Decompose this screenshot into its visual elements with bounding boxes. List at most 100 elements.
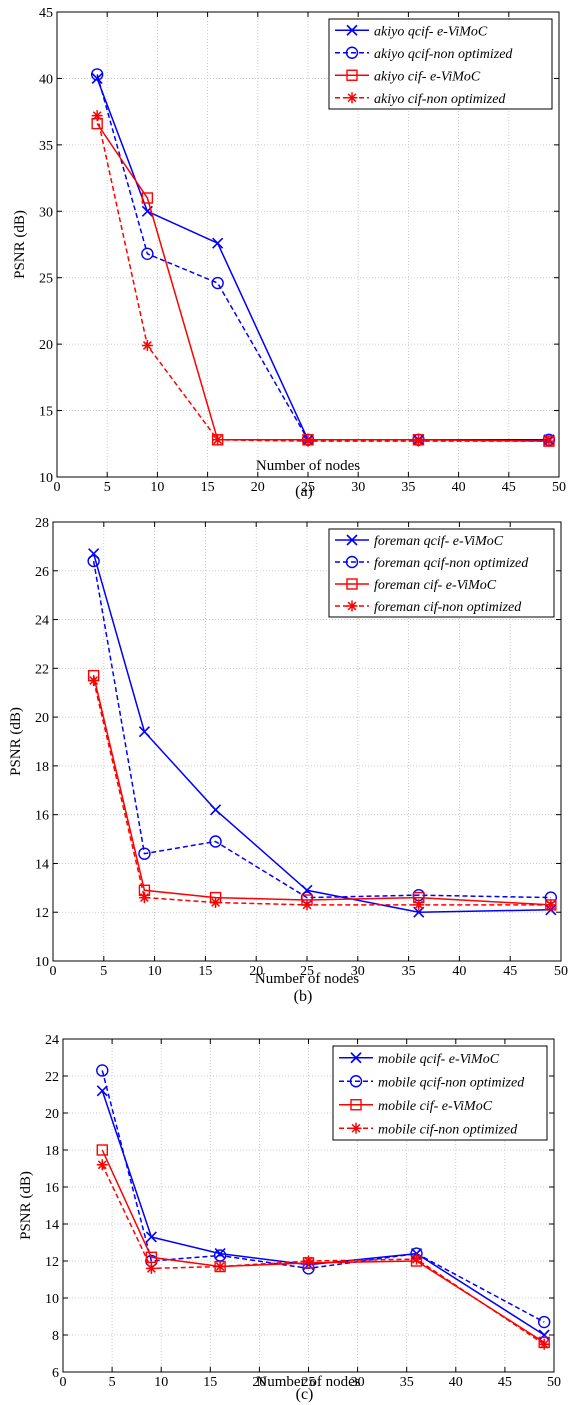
data-point <box>138 726 151 738</box>
x-axis-label: Number of nodes <box>255 971 359 987</box>
y-tick-label: 6 <box>52 1366 59 1381</box>
series-line <box>101 1164 545 1345</box>
data-point <box>411 1253 423 1265</box>
data-point <box>537 1315 551 1329</box>
data-point <box>96 1064 109 1077</box>
x-axis-label: Number of nodes <box>256 1374 360 1390</box>
chart-panel-0: 0 5 10 15 20 25 30 35 40 45 50 10 15 20 25 30 35 40 45 Numb… <box>12 6 566 500</box>
data-point <box>211 276 224 290</box>
series-3 <box>96 1159 550 1350</box>
legend-entry: foreman qcif- e-ViMoC <box>374 534 504 549</box>
series-line <box>101 1070 545 1323</box>
x-tick-label: 30 <box>351 480 365 495</box>
data-point <box>301 899 313 911</box>
data-point <box>91 72 103 84</box>
y-tick-label: 12 <box>45 1255 59 1270</box>
y-tick-label: 35 <box>39 139 53 154</box>
x-tick-label: 35 <box>401 480 415 495</box>
data-point <box>87 554 100 568</box>
x-tick-label: 45 <box>503 964 517 979</box>
data-point <box>145 1251 158 1264</box>
x-tick-label: 50 <box>552 480 566 495</box>
legend-marker <box>346 578 358 590</box>
x-tick-label: 10 <box>148 964 162 979</box>
x-tick-label: 25 <box>302 1375 316 1390</box>
data-point <box>302 435 314 447</box>
x-tick-label: 0 <box>50 964 57 979</box>
legend-entry: akiyo qcif-non optimized <box>374 47 513 62</box>
series-line <box>92 675 551 906</box>
data-point <box>90 68 104 81</box>
x-tick-label: 25 <box>301 480 315 495</box>
data-point <box>96 1144 108 1156</box>
data-point <box>209 835 222 848</box>
x-tick-label: 25 <box>300 964 314 979</box>
x-tick-label: 5 <box>109 1375 116 1390</box>
y-tick-label: 8 <box>52 1329 59 1344</box>
legend-entry: foreman cif-non optimized <box>374 600 522 615</box>
figure-caption: (b) <box>294 988 313 1005</box>
x-tick-label: 40 <box>449 1375 463 1390</box>
x-tick-label: 0 <box>54 480 61 495</box>
y-axis-label: PSNR (dB) <box>12 210 28 279</box>
y-tick-label: 10 <box>45 1292 59 1307</box>
legend: foreman qcif- e-ViMoC foreman qcif-non op… <box>328 528 555 618</box>
legend-marker <box>345 46 359 59</box>
data-point <box>303 1255 314 1267</box>
legend-entry: foreman cif- e-ViMoC <box>374 578 497 593</box>
x-tick-label: 40 <box>452 480 466 495</box>
data-point <box>212 434 224 446</box>
x-tick-label: 20 <box>249 964 263 979</box>
data-point <box>145 1262 157 1274</box>
legend-entry: mobile cif- e-ViMoC <box>378 1099 493 1114</box>
legend-entry: mobile qcif-non optimized <box>378 1075 525 1090</box>
y-tick-label: 10 <box>35 955 49 970</box>
data-point <box>138 847 151 860</box>
legend-marker <box>350 1052 362 1064</box>
y-tick-label: 18 <box>45 1144 59 1159</box>
y-tick-label: 24 <box>45 1033 59 1048</box>
x-tick-label: 15 <box>203 1375 217 1390</box>
data-point <box>96 1085 108 1097</box>
x-tick-label: 45 <box>502 480 516 495</box>
legend-marker <box>345 555 359 569</box>
x-tick-label: 30 <box>351 1375 365 1390</box>
data-point <box>96 1159 108 1171</box>
data-point <box>413 899 425 911</box>
y-tick-label: 10 <box>39 471 53 486</box>
x-tick-label: 5 <box>104 480 111 495</box>
x-tick-label: 20 <box>252 1375 266 1390</box>
series-line <box>101 1149 545 1344</box>
y-tick-label: 20 <box>45 1107 59 1122</box>
x-tick-label: 15 <box>198 964 212 979</box>
series-line <box>92 553 551 913</box>
legend-marker <box>346 92 358 104</box>
legend-marker <box>350 1122 362 1134</box>
chart-panel-2: 0 5 10 15 20 25 30 35 40 45 50 6 8 10 12 14 16 18 20 22 24 Nu… <box>18 1033 561 1403</box>
y-axis-label: PSNR (dB) <box>8 707 24 776</box>
y-tick-label: 16 <box>45 1181 59 1196</box>
legend: akiyo qcif- e-ViMoC akiyo qcif-non optimi… <box>328 18 553 110</box>
series-3 <box>88 675 557 911</box>
data-point <box>141 339 153 351</box>
series-3 <box>91 110 555 447</box>
y-tick-label: 26 <box>35 565 49 580</box>
series-line <box>92 680 551 906</box>
series-line <box>92 560 551 899</box>
data-point <box>209 804 222 816</box>
legend-entry: akiyo cif- e-ViMoC <box>374 69 481 84</box>
y-tick-label: 15 <box>39 405 53 420</box>
data-point <box>210 896 222 908</box>
x-tick-label: 50 <box>554 964 568 979</box>
series-line <box>101 1090 545 1336</box>
legend: mobile qcif- e-ViMoC mobile qcif-non opti… <box>332 1045 548 1141</box>
legend-marker <box>346 24 358 36</box>
legend-marker <box>349 1075 363 1088</box>
data-point <box>543 435 555 447</box>
series-line <box>96 123 549 442</box>
x-tick-label: 35 <box>400 1375 414 1390</box>
figure-caption: (c) <box>296 1386 314 1403</box>
legend-box <box>328 18 553 110</box>
data-point <box>141 192 154 204</box>
